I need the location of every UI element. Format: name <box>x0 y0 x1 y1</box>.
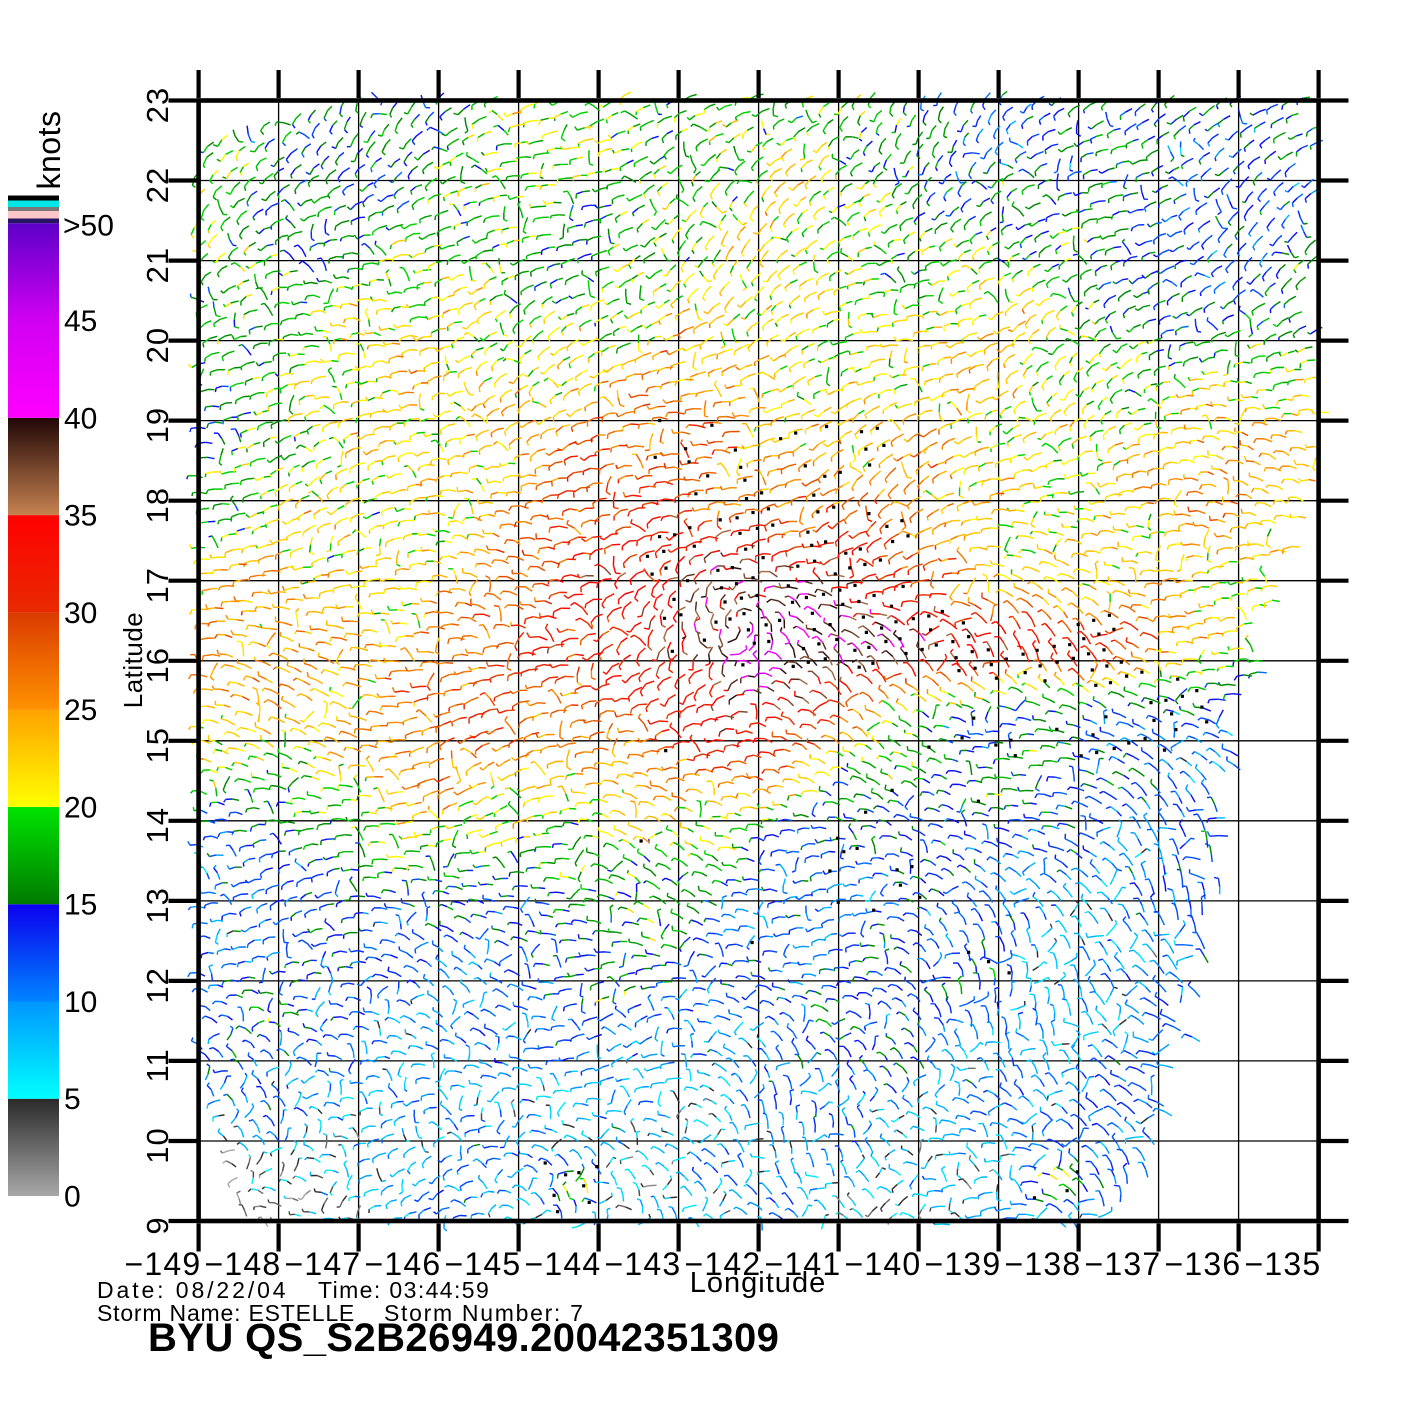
svg-text:>50: >50 <box>63 209 114 242</box>
svg-text:Time: 03:44:59: Time: 03:44:59 <box>318 1277 490 1303</box>
svg-text:5: 5 <box>64 1083 81 1116</box>
svg-text:25: 25 <box>64 694 97 727</box>
svg-text:22: 22 <box>140 167 175 203</box>
svg-text:−140: −140 <box>845 1246 922 1282</box>
svg-text:knots: knots <box>31 111 67 190</box>
svg-text:12: 12 <box>140 967 175 1003</box>
svg-text:−149: −149 <box>125 1246 202 1282</box>
svg-text:−135: −135 <box>1245 1246 1322 1282</box>
svg-text:30: 30 <box>64 597 97 630</box>
svg-text:−136: −136 <box>1165 1246 1242 1282</box>
svg-text:−142: −142 <box>685 1246 762 1282</box>
svg-text:13: 13 <box>140 887 175 923</box>
svg-text:−146: −146 <box>365 1246 442 1282</box>
svg-text:−143: −143 <box>605 1246 682 1282</box>
svg-text:20: 20 <box>64 791 97 824</box>
svg-text:45: 45 <box>64 305 97 338</box>
svg-text:21: 21 <box>140 247 175 283</box>
svg-text:40: 40 <box>64 402 97 435</box>
svg-text:15: 15 <box>140 727 175 763</box>
svg-text:Storm Name: ESTELLE: Storm Name: ESTELLE <box>97 1300 355 1326</box>
svg-text:−139: −139 <box>925 1246 1002 1282</box>
svg-text:9: 9 <box>140 1216 175 1234</box>
svg-text:10: 10 <box>140 1127 175 1163</box>
svg-text:15: 15 <box>64 889 97 922</box>
svg-text:20: 20 <box>140 327 175 363</box>
svg-text:35: 35 <box>64 500 97 533</box>
svg-text:Storm Number: 7: Storm Number: 7 <box>384 1300 585 1326</box>
svg-text:11: 11 <box>140 1048 175 1082</box>
svg-text:−137: −137 <box>1085 1246 1162 1282</box>
svg-text:−147: −147 <box>285 1246 362 1282</box>
svg-text:19: 19 <box>140 407 175 443</box>
svg-text:14: 14 <box>140 807 175 843</box>
svg-text:Latitude: Latitude <box>118 612 148 709</box>
svg-text:23: 23 <box>140 87 175 123</box>
svg-text:−144: −144 <box>525 1246 602 1282</box>
svg-text:BYU QS_S2B26949.20042351309: BYU QS_S2B26949.20042351309 <box>148 1316 779 1360</box>
svg-text:16: 16 <box>140 647 175 683</box>
svg-text:Date: 08/22/04: Date: 08/22/04 <box>97 1277 289 1303</box>
svg-text:−145: −145 <box>445 1246 522 1282</box>
svg-text:−148: −148 <box>205 1246 282 1282</box>
svg-text:Longitude: Longitude <box>690 1267 826 1299</box>
svg-text:−138: −138 <box>1005 1246 1082 1282</box>
svg-text:18: 18 <box>140 487 175 523</box>
svg-text:0: 0 <box>64 1181 81 1214</box>
svg-text:10: 10 <box>64 986 97 1019</box>
svg-text:17: 17 <box>140 567 175 603</box>
svg-text:−141: −141 <box>765 1246 842 1282</box>
